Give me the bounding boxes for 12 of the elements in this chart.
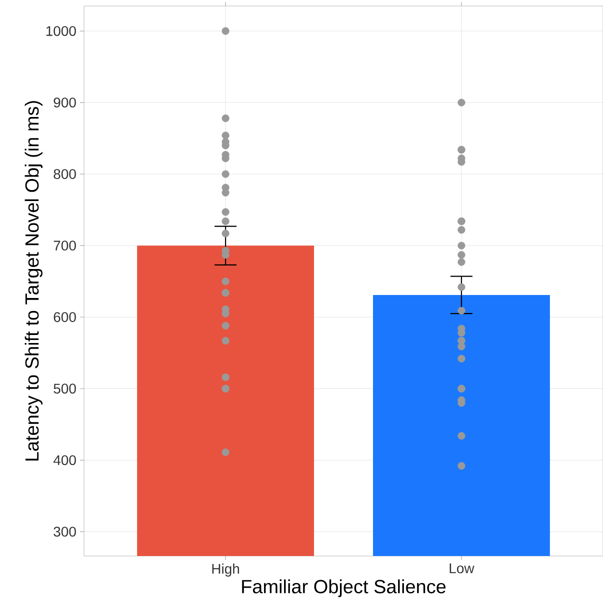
y-tick-label: 600: [54, 312, 76, 322]
y-tick-label: 400: [53, 455, 76, 466]
x-tick-label: High: [212, 564, 240, 577]
x-tick-label: Low: [450, 564, 474, 574]
y-tick-label: 300: [54, 526, 76, 537]
y-tick-label: 700: [54, 240, 76, 251]
y-tick-label: 500: [54, 384, 76, 394]
y-tick-label: 900: [54, 98, 76, 108]
y-tick-label: 1000: [46, 26, 76, 36]
y-axis-title: Latency to Shift to Target Novel Obj (in ms): [24, 101, 42, 461]
y-tick-label: 800: [54, 169, 76, 180]
x-axis-title: Familiar Object Salience: [242, 579, 446, 598]
